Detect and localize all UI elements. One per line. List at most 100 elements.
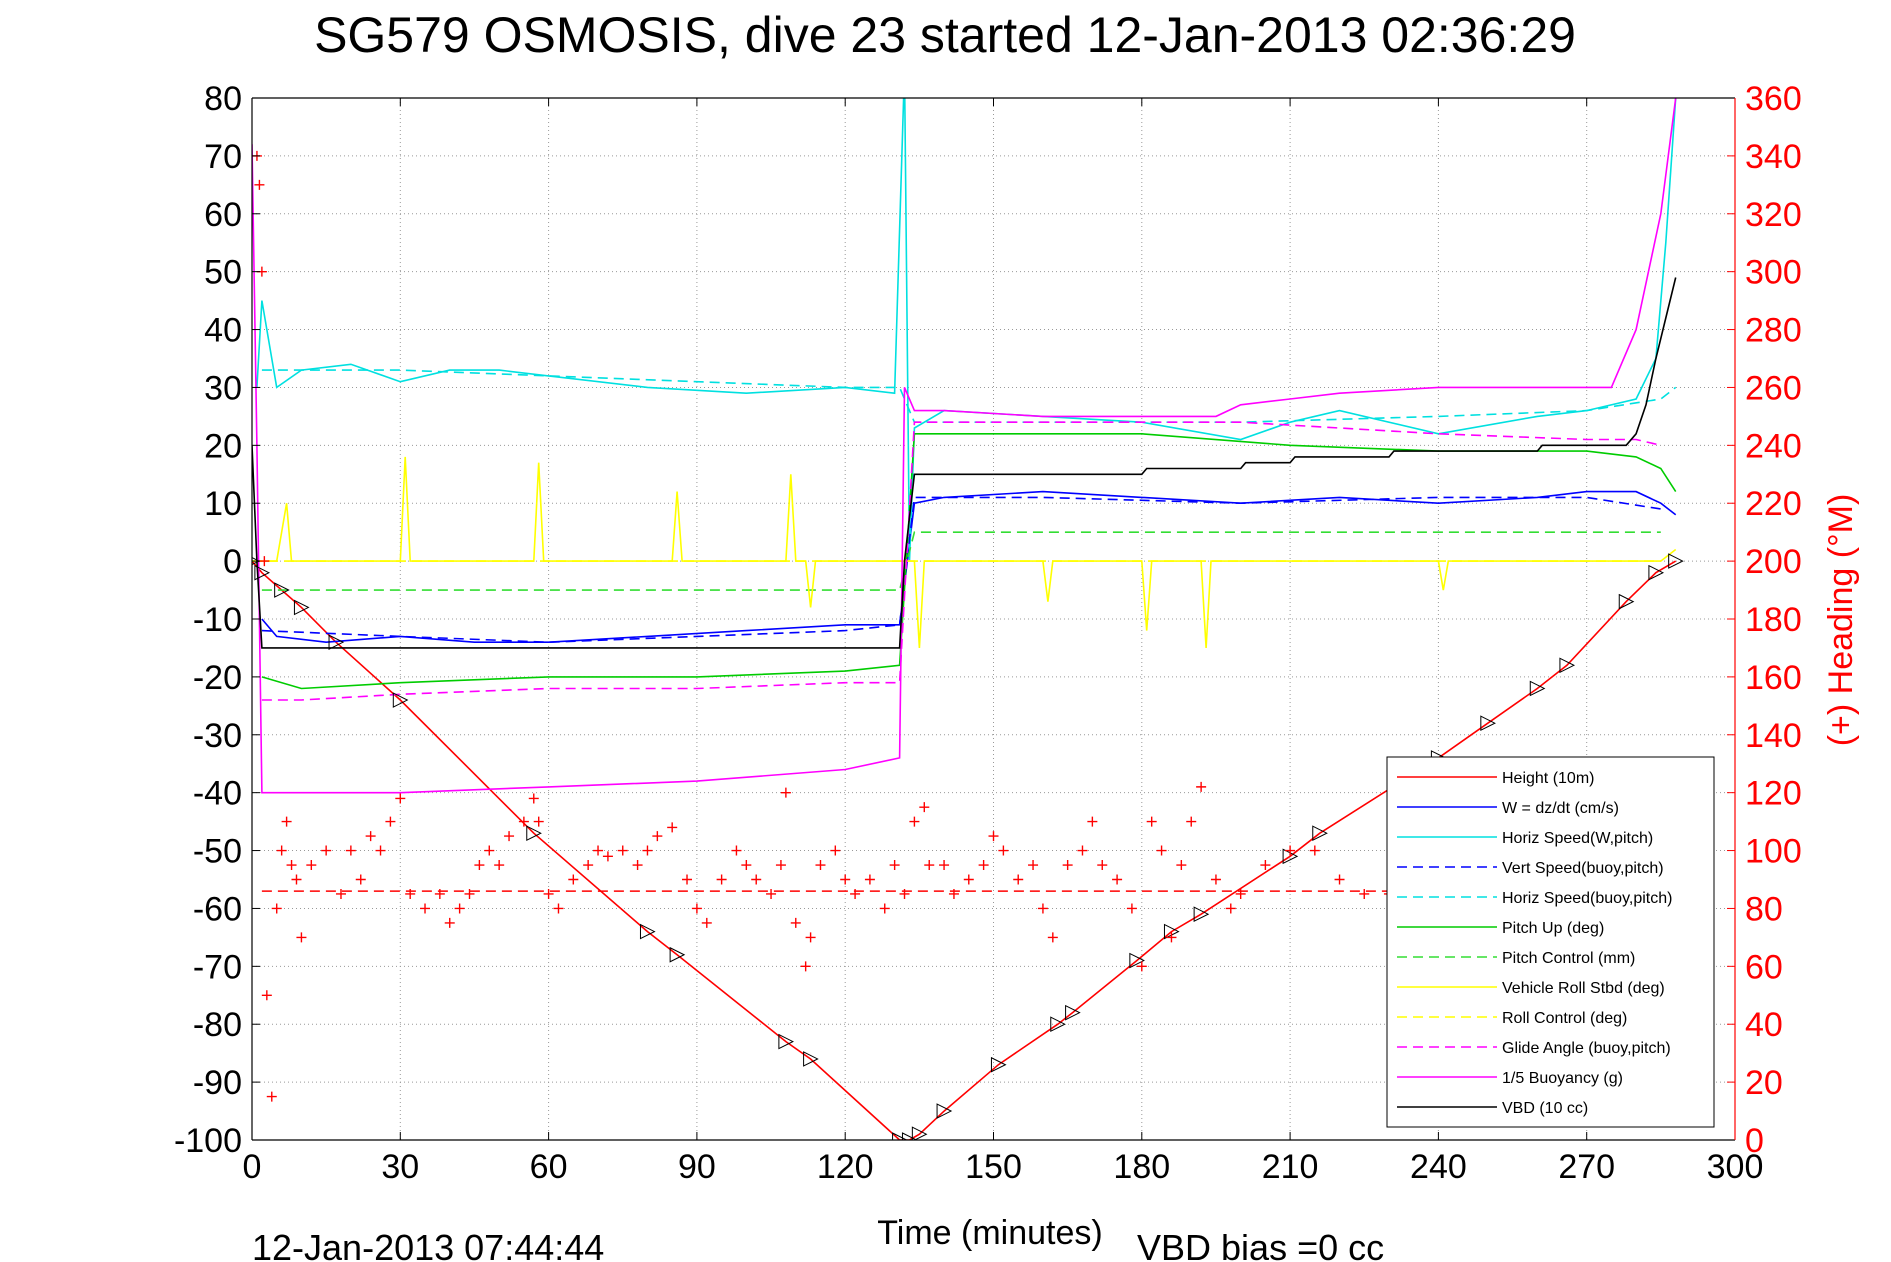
height-marker [669, 946, 686, 963]
height-marker [274, 582, 290, 598]
heading-point [1309, 845, 1320, 856]
heading-point [617, 845, 628, 856]
heading-point [568, 874, 579, 885]
height-marker [1480, 715, 1496, 732]
height-marker [1193, 906, 1210, 923]
heading-point [504, 831, 515, 842]
y2-tick-label: 0 [1745, 1122, 1764, 1160]
heading-point [286, 860, 297, 871]
heading-point [271, 903, 282, 914]
y-tick-label: 70 [204, 138, 242, 176]
heading-point [464, 888, 475, 899]
heading-point [276, 845, 287, 856]
heading-point [830, 845, 841, 856]
x-tick-label: 90 [678, 1148, 716, 1186]
heading-point [800, 961, 811, 972]
heading-point [281, 816, 292, 827]
heading-point [1210, 874, 1221, 885]
series-line-10 [252, 98, 1677, 794]
heading-point [261, 990, 272, 1001]
y-tick-label: -40 [193, 775, 242, 813]
legend-label: 1/5 Buoyancy (g) [1502, 1070, 1623, 1087]
y-tick-label: -10 [193, 601, 242, 639]
heading-point [899, 888, 910, 899]
heading-point [1196, 781, 1207, 792]
y-tick-label: 60 [204, 196, 242, 234]
height-marker [1312, 825, 1328, 841]
x-tick-label: 120 [817, 1148, 874, 1186]
footer-timestamp: 12-Jan-2013 07:44:44 [252, 1227, 604, 1262]
heading-point [1112, 874, 1123, 885]
height-marker [1618, 593, 1635, 610]
series-line-5 [261, 432, 1677, 690]
height-marker [392, 692, 409, 708]
heading-point [682, 874, 693, 885]
y-tick-label: -70 [193, 948, 242, 986]
heading-point [518, 816, 529, 827]
y2-tick-label: 280 [1745, 312, 1802, 350]
legend-label: W = dz/dt (cm/s) [1502, 800, 1619, 817]
heading-point [602, 851, 613, 862]
y2-tick-label: 220 [1745, 485, 1802, 523]
heading-point [988, 831, 999, 842]
legend-label: Pitch Up (deg) [1502, 920, 1604, 937]
y-tick-label: -100 [174, 1122, 242, 1160]
y-tick-label: -60 [193, 890, 242, 928]
heading-point [306, 860, 317, 871]
heading-point [395, 793, 406, 804]
legend-label: Vehicle Roll Stbd (deg) [1502, 980, 1665, 997]
heading-point [741, 860, 752, 871]
heading-point [254, 179, 265, 190]
series-line-11 [252, 277, 1677, 649]
heading-point [494, 860, 505, 871]
heading-point [909, 816, 920, 827]
heading-point [1166, 932, 1177, 943]
heading-point [1225, 903, 1236, 914]
heading-point [1176, 860, 1187, 871]
y-tick-label: -50 [193, 833, 242, 871]
y2-tick-label: 40 [1745, 1006, 1783, 1044]
heading-point [355, 874, 366, 885]
heading-point [1077, 845, 1088, 856]
series-line-3 [261, 496, 1661, 644]
legend-label: Horiz Speed(buoy,pitch) [1502, 890, 1672, 907]
heading-point [474, 860, 485, 871]
height-marker [803, 1051, 819, 1067]
heading-point [691, 903, 702, 914]
y2-tick-label: 20 [1745, 1064, 1783, 1102]
y2-tick-label: 80 [1745, 890, 1783, 928]
legend-label: VBD (10 cc) [1502, 1100, 1588, 1117]
height-marker [892, 1132, 908, 1140]
heading-point [751, 874, 762, 885]
legend-label: Pitch Control (mm) [1502, 950, 1635, 967]
legend-label: Glide Angle (buoy,pitch) [1502, 1040, 1671, 1057]
heading-point [420, 903, 431, 914]
y2-tick-label: 100 [1745, 833, 1802, 871]
heading-point [454, 903, 465, 914]
heading-point [1028, 860, 1039, 871]
x-tick-label: 240 [1410, 1148, 1467, 1186]
y2-tick-label: 140 [1745, 717, 1802, 755]
series-line-0 [252, 560, 1677, 1140]
height-marker [1050, 1016, 1066, 1033]
heading-point [963, 874, 974, 885]
series-line-9 [261, 421, 1661, 701]
y-tick-label: 30 [204, 369, 242, 407]
heading-point [1186, 816, 1197, 827]
heading-point [1126, 903, 1137, 914]
height-marker [1529, 680, 1546, 697]
heading-point [780, 787, 791, 798]
axes: 0 30 60 90 120 150 180 210 240 270 300807060504030… [174, 80, 1802, 1186]
heading-point [632, 860, 643, 871]
x-tick-label: 300 [1707, 1148, 1764, 1186]
heading-point [815, 860, 826, 871]
heading-point [583, 860, 594, 871]
x-tick-label: 0 [243, 1148, 262, 1186]
heading-point [1260, 860, 1271, 871]
heading-point [444, 917, 455, 928]
height-marker [526, 825, 542, 841]
height-marker [254, 564, 271, 581]
heading-point [864, 874, 875, 885]
heading-point [484, 845, 495, 856]
heading-point [805, 932, 816, 943]
